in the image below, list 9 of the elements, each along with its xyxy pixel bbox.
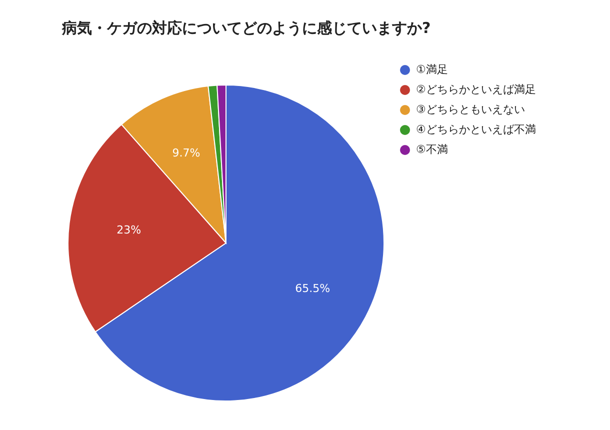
data-label: 9.7%: [172, 146, 200, 160]
legend-label: ④どちらかといえば不満: [416, 123, 536, 136]
legend-label: ②どちらかといえば満足: [416, 83, 536, 96]
chart-title: 病気・ケガの対応についてどのように感じていますか?: [61, 19, 431, 37]
data-label: 65.5%: [295, 282, 330, 295]
legend-label: ⑤不満: [416, 143, 448, 156]
legend-label: ③どちらともいえない: [416, 103, 525, 116]
data-label: 23%: [116, 224, 142, 237]
legend-label: ①満足: [416, 63, 448, 76]
